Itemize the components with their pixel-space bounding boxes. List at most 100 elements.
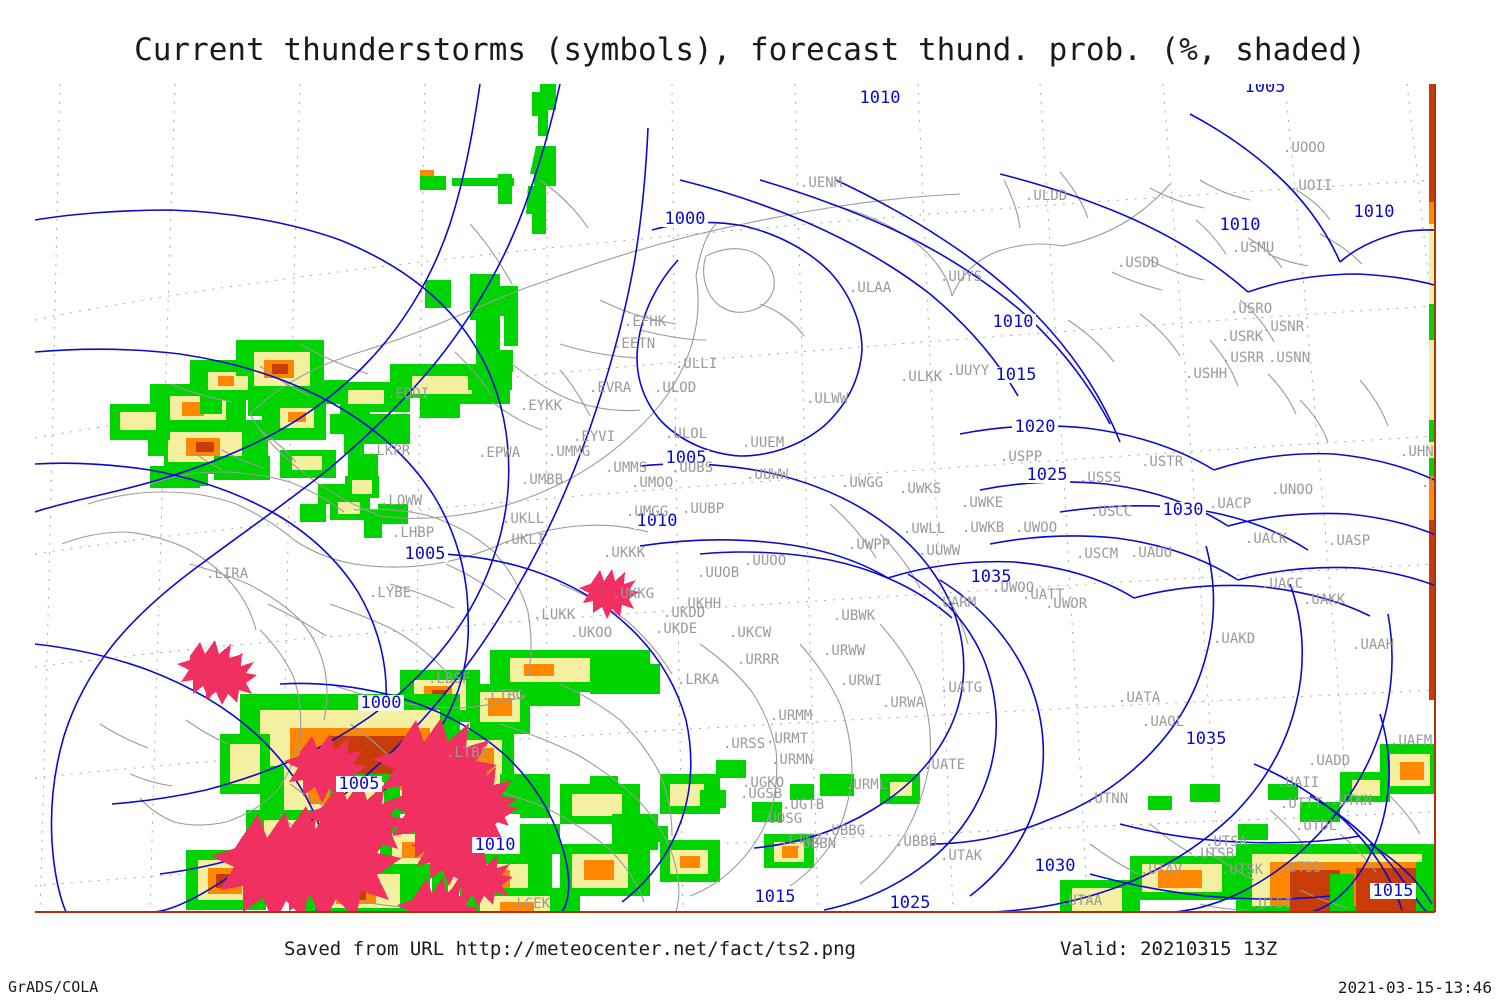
station-label: .UOOO: [1283, 140, 1325, 156]
station-label: .LBSF: [428, 671, 470, 687]
station-label: .LRKA: [677, 672, 720, 688]
station-label: .LTCZ: [780, 832, 822, 848]
isobar-label: 1010: [1351, 202, 1397, 222]
station-label: .LTBG: [482, 688, 524, 704]
isobar-label: 1020: [1012, 417, 1058, 437]
storm-symbol: [411, 817, 493, 886]
station-label: .LTBA: [446, 745, 489, 761]
station-label: .UUBS: [671, 460, 713, 476]
station-label-group: .UOII .UOOO .ULDD .UENM .USMU .USDD .UUYS .USRO…: [206, 140, 1463, 912]
isobar-label: 1015: [993, 365, 1039, 385]
station-label: .UADD: [1308, 753, 1350, 769]
isobar-label-text: 1000: [361, 693, 402, 713]
isobar-label: 1025: [887, 893, 933, 913]
isobar-label-text: 1015: [1373, 881, 1414, 901]
station-label: .UTSK: [1221, 862, 1264, 878]
storm-symbol: [284, 734, 367, 803]
shade-region-poland: [300, 476, 408, 538]
station-label: .UBWK: [833, 608, 876, 624]
isobar-label-text: 1035: [1186, 729, 1227, 749]
station-label: .USRO: [1230, 301, 1272, 317]
isobar-label-text: 1005: [405, 544, 446, 564]
isobar-label-text: 1010: [860, 88, 901, 108]
station-label: .UNOO: [1271, 482, 1313, 498]
station-label: .LKPR: [368, 443, 411, 459]
thunderstorm-symbols: [177, 569, 639, 912]
valid-time-label: Valid: 20210315 13Z: [1060, 938, 1278, 960]
station-label: .UWOO: [1015, 520, 1057, 536]
station-label: .UTAA: [1060, 893, 1103, 909]
station-label: .UBBG: [823, 823, 865, 839]
station-label: .UKDD: [663, 605, 705, 621]
isobar-label-text: 1000: [665, 209, 706, 229]
station-label: .LHBP: [392, 525, 434, 541]
isobar-label-text: 1030: [1035, 856, 1076, 876]
station-label: .UWKE: [961, 495, 1003, 511]
isobar-label: 1010: [1217, 215, 1263, 235]
station-label: .URWI: [840, 673, 882, 689]
station-label: .UAUU: [1130, 545, 1172, 561]
station-label: .URRR: [737, 652, 780, 668]
map-frame: [35, 84, 1436, 913]
station-label: .URWA: [882, 695, 925, 711]
station-label: .USMU: [1232, 240, 1274, 256]
isobar-label-text: 1005: [1245, 84, 1286, 97]
station-label: .URWW: [823, 643, 866, 659]
station-label: .UACP: [1209, 496, 1251, 512]
station-label: .UKCW: [729, 625, 772, 641]
isobar-label: 1000: [662, 209, 708, 229]
station-label: .ULOL: [665, 426, 707, 442]
station-label: .UTKN: [1330, 793, 1372, 809]
isobar-label: 1015: [1370, 881, 1416, 901]
isobar-label-text: 1030: [1163, 500, 1204, 520]
station-label: .UUYS: [940, 269, 982, 285]
station-label: .UENM: [800, 175, 842, 191]
station-label: .UAKD: [1213, 631, 1255, 647]
isobar-label-text: 1035: [971, 567, 1012, 587]
station-label: .UAFM: [1390, 733, 1432, 749]
station-label: .USCC: [1090, 504, 1132, 520]
station-label: .UUBP: [682, 501, 724, 517]
station-label: .LIRA: [206, 566, 249, 582]
station-label: .UWPP: [848, 537, 890, 553]
station-label: .USNR: [1262, 319, 1305, 335]
isobar-label: 1005: [1242, 84, 1288, 97]
map-canvas[interactable]: 1010 1005 1010 1010 1000 1010 1015 1020 1025 1030…: [0, 84, 1500, 914]
station-label: .UBBN: [794, 836, 836, 852]
station-label: .URMN: [771, 752, 813, 768]
isobar-label-text: 1015: [996, 365, 1037, 385]
station-label: .UHNT: [1400, 444, 1443, 460]
station-label: .USDD: [1117, 255, 1159, 271]
station-label: .UASP: [1328, 533, 1370, 549]
isobar-label-text: 1010: [637, 511, 678, 531]
station-label: .USPP: [1000, 449, 1042, 465]
station-label: .EYVI: [573, 429, 615, 445]
station-label: .UAKK: [1303, 592, 1346, 608]
station-label: .LYBE: [369, 585, 411, 601]
station-label: .LGEK: [508, 896, 551, 912]
station-label: .ULDD: [1025, 188, 1067, 204]
storm-symbol: [211, 812, 346, 912]
station-label: .ULLI: [675, 356, 717, 372]
station-label: .UUOB: [697, 565, 739, 581]
graticule: [35, 84, 1435, 912]
station-label: .UWKS: [899, 481, 941, 497]
shade-right-edge-strip: [1429, 84, 1435, 700]
station-label: .UNBB: [1421, 475, 1463, 491]
station-label: .UATE: [923, 757, 965, 773]
isobars: [35, 84, 1435, 912]
isobar-label: 1005: [336, 774, 382, 794]
station-label: .ULOD: [654, 380, 696, 396]
station-label: .UWKB: [962, 520, 1004, 536]
isobar-label-text: 1010: [993, 312, 1034, 332]
station-label: .UOII: [1290, 178, 1332, 194]
isobar-label: 1025: [1024, 465, 1070, 485]
station-label: .UTAK: [940, 848, 983, 864]
saved-from-url-label: Saved from URL http://meteocenter.net/fa…: [284, 938, 856, 960]
station-label: .UWOR: [1045, 596, 1088, 612]
map-svg: 1010 1005 1010 1010 1000 1010 1015 1020 1025 1030…: [0, 84, 1500, 914]
isobar-label-text: 1025: [890, 893, 931, 913]
station-label: .UTSB: [1192, 846, 1234, 862]
generated-timestamp-label: 2021-03-15-13:46: [1337, 978, 1492, 997]
